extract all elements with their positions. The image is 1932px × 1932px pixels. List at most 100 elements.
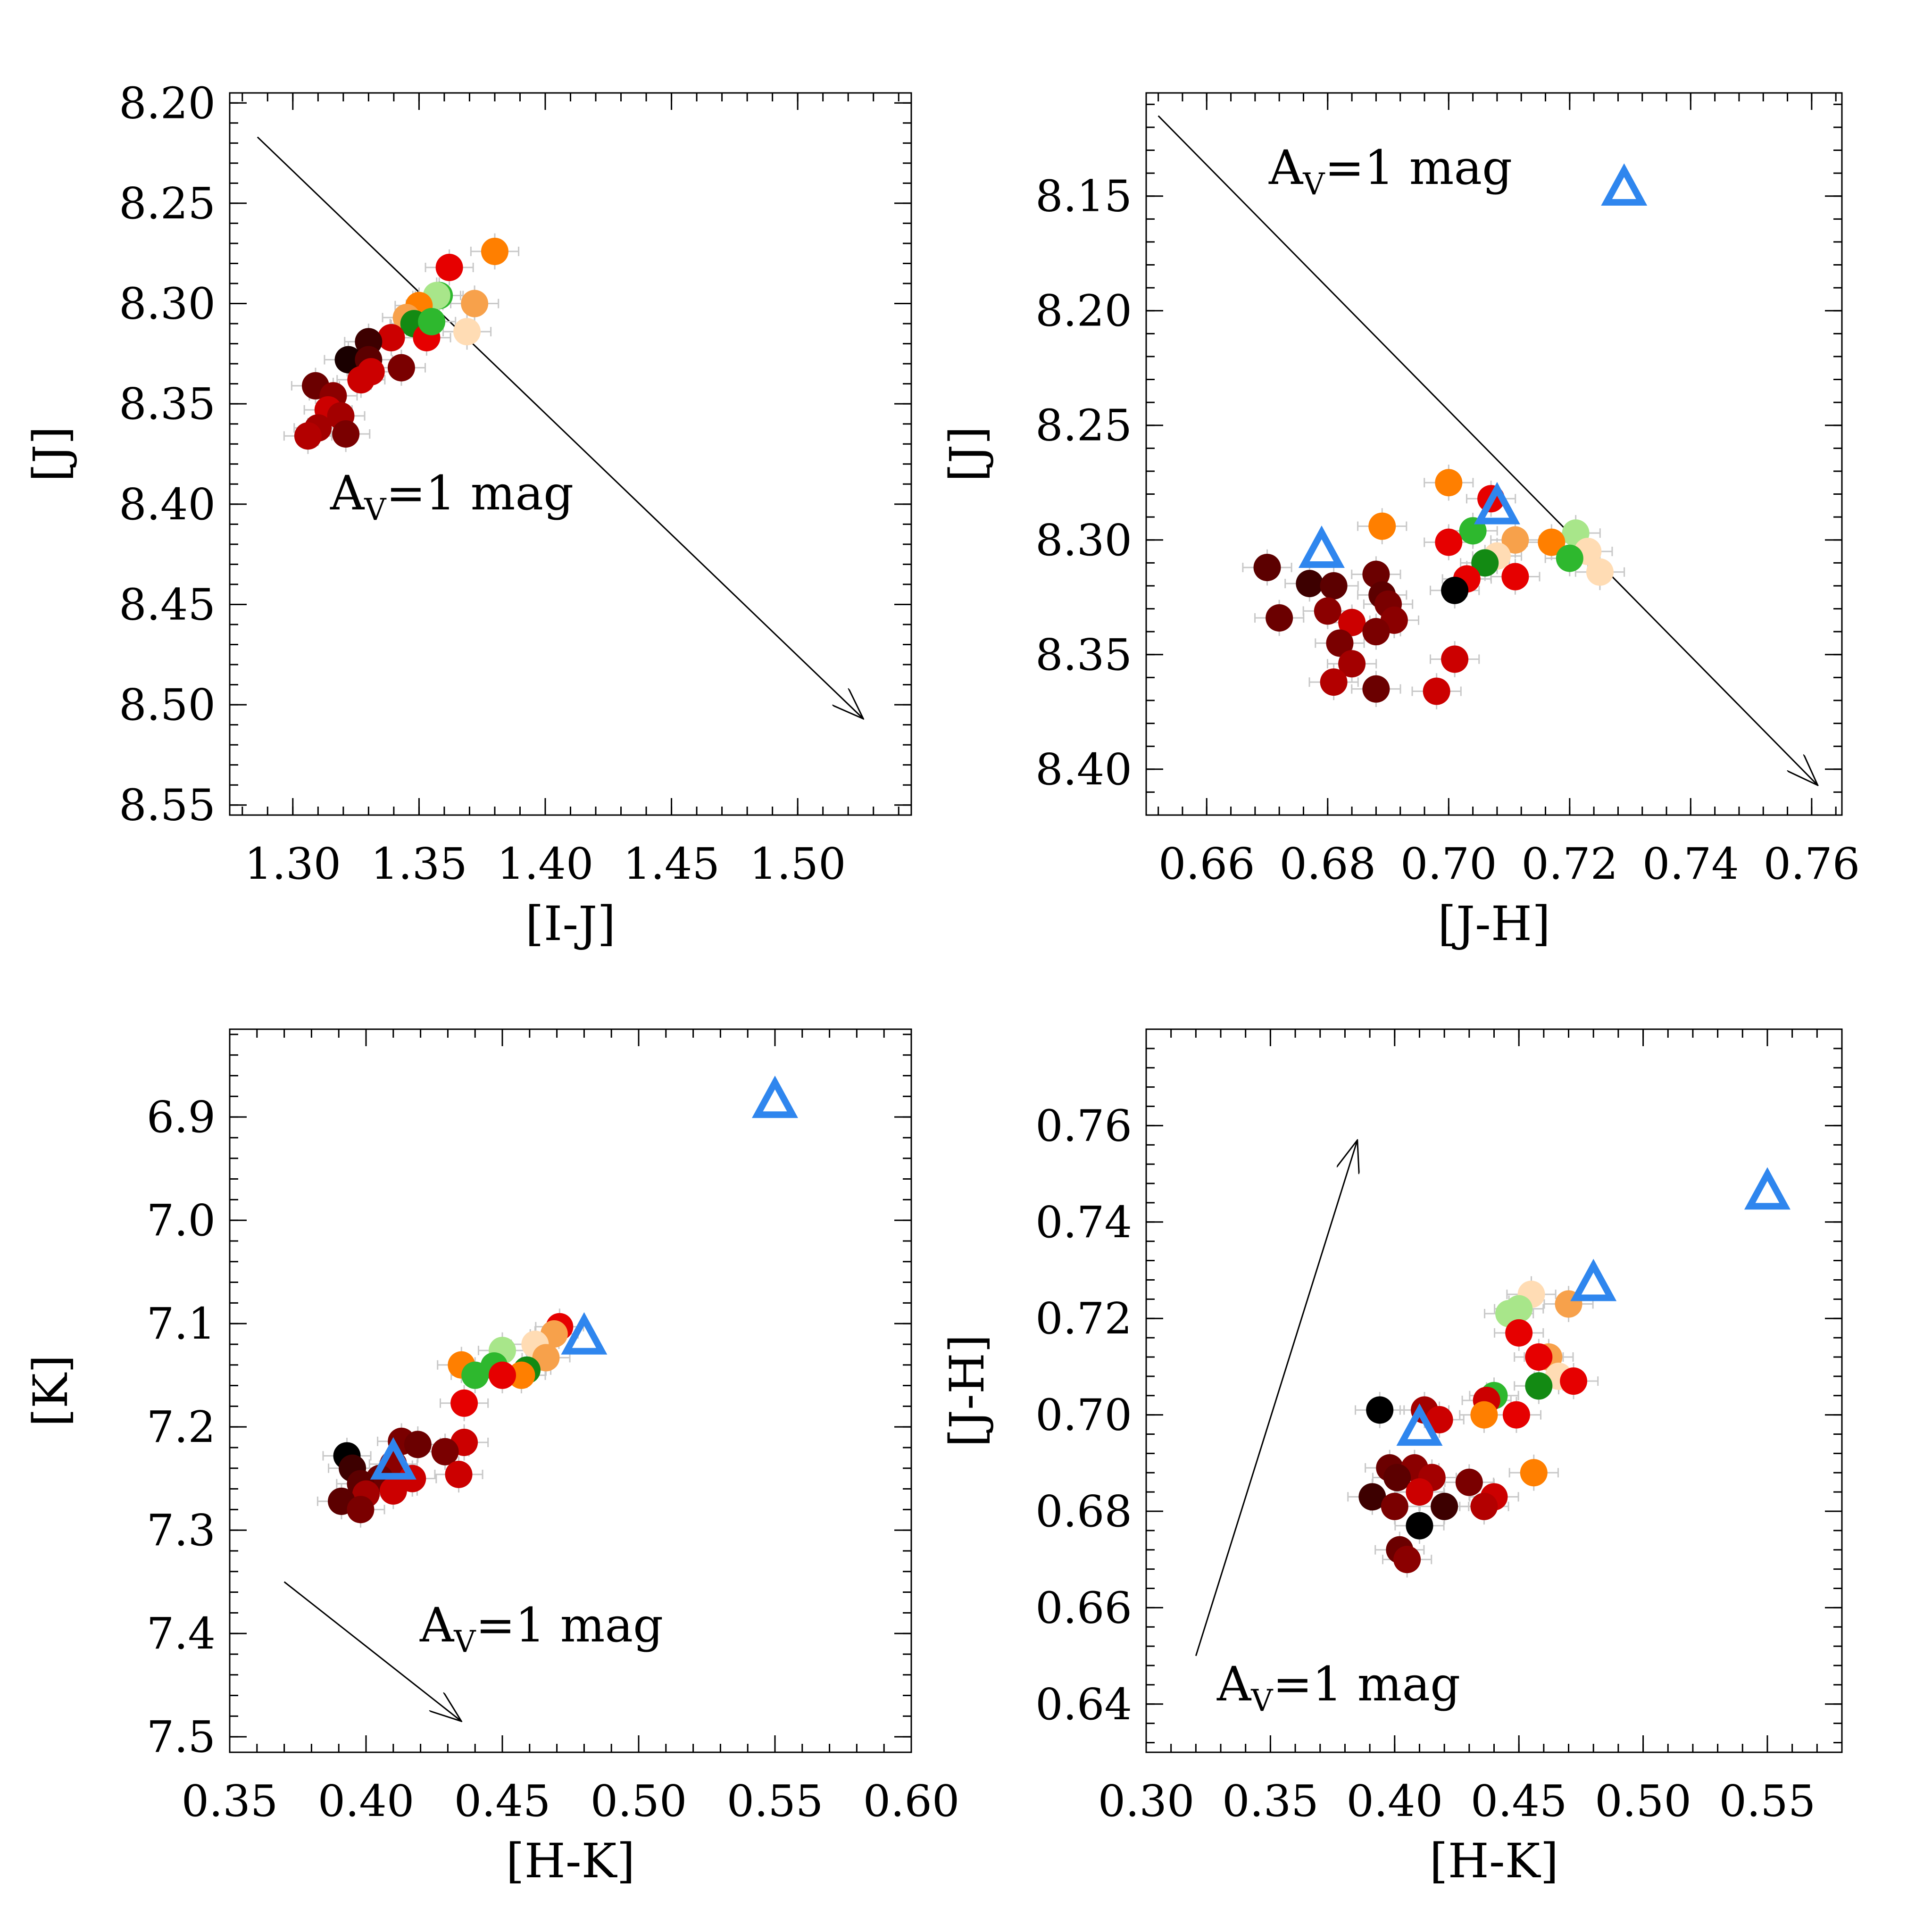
extinction-vector: [1195, 1140, 1357, 1657]
plot-frame: [1145, 92, 1843, 816]
data-point: [1435, 469, 1463, 497]
triangle-marker: [1601, 163, 1648, 206]
y-tick-label: 6.9: [147, 1092, 216, 1142]
data-point: [431, 1438, 459, 1466]
triangle-marker: [561, 1312, 608, 1355]
triangle-marker: [370, 1437, 416, 1480]
data-point: [1441, 645, 1469, 673]
data-point: [1314, 597, 1341, 625]
data-point: [1471, 549, 1499, 577]
y-tick-label: 0.64: [1035, 1679, 1132, 1730]
x-tick-label: 0.55: [727, 1776, 824, 1826]
panel-3: 0.35 0.40 0.45 0.50 0.55 0.60 6.9 7.0 7.1 7.2 7.3 7…: [23, 1028, 960, 1889]
data-point: [461, 290, 489, 317]
x-tick-label: 1.45: [623, 839, 720, 889]
triangle-marker: [752, 1075, 798, 1118]
triangle-marker: [1474, 482, 1520, 525]
data-point: [1502, 1401, 1530, 1429]
y-tick-label: 0.74: [1035, 1197, 1132, 1248]
x-tick-label: 0.45: [1471, 1776, 1567, 1826]
data-point: [508, 1361, 535, 1389]
data-point: [1525, 1343, 1553, 1371]
data-point: [1520, 1459, 1548, 1487]
data-point: [1441, 576, 1469, 604]
data-point: [1266, 604, 1293, 632]
data-point: [1470, 1492, 1498, 1520]
x-tick-label: 0.35: [182, 1776, 278, 1826]
data-point: [489, 1361, 516, 1389]
x-axis-title: [I-J]: [525, 896, 616, 951]
data-point: [404, 1431, 432, 1458]
x-tick-label: 0.74: [1642, 839, 1739, 889]
extinction-annotation: AV=1 mag: [330, 466, 574, 527]
data-point: [1560, 1367, 1588, 1395]
y-tick-label: 8.20: [119, 78, 216, 128]
data-point: [1501, 563, 1529, 591]
data-point: [347, 1496, 375, 1524]
y-tick-label: 0.70: [1035, 1390, 1132, 1441]
y-tick-label: 7.5: [147, 1712, 216, 1762]
data-point: [1338, 608, 1366, 636]
data-point: [334, 346, 362, 374]
y-tick-label: 7.2: [147, 1402, 216, 1452]
y-tick-label: 7.3: [147, 1505, 216, 1556]
data-point: [387, 354, 415, 382]
data-point: [377, 324, 405, 351]
data-point: [1538, 528, 1566, 556]
extinction-annotation: AV=1 mag: [1268, 140, 1512, 202]
data-point: [1296, 570, 1324, 598]
y-tick-label: 7.4: [147, 1608, 216, 1659]
data-point: [1358, 1483, 1386, 1511]
data-point: [461, 1361, 489, 1389]
data-point: [1556, 544, 1583, 572]
y-tick-label: 0.72: [1035, 1293, 1132, 1344]
panel-4: 0.30 0.35 0.40 0.45 0.50 0.55 0.64 0.66 0.68 0.70…: [940, 1028, 1843, 1889]
y-tick-label: 0.66: [1035, 1582, 1132, 1633]
data-point: [445, 1460, 473, 1488]
data-point: [1362, 560, 1390, 588]
y-tick-label: 0.68: [1035, 1486, 1132, 1537]
data-point: [1320, 572, 1348, 600]
triangle-marker: [1298, 525, 1345, 568]
data-point: [1338, 650, 1366, 678]
panel-2: 0.66 0.68 0.70 0.72 0.74 0.76 8.15 8.20 8.25 8.30…: [940, 92, 1860, 951]
data-point: [1381, 1492, 1408, 1520]
x-tick-label: 1.35: [371, 839, 467, 889]
y-axis-title: [J]: [23, 426, 78, 482]
data-point: [1425, 1406, 1453, 1433]
y-tick-label: 7.1: [147, 1299, 216, 1349]
x-tick-label: 0.72: [1521, 839, 1618, 889]
data-point: [435, 253, 463, 281]
data-point: [1406, 1478, 1433, 1506]
y-tick-label: 8.15: [1035, 171, 1132, 222]
triangle-marker: [1570, 1258, 1617, 1301]
x-tick-label: 1.30: [244, 839, 341, 889]
data-point: [1586, 558, 1614, 586]
x-tick-label: 0.68: [1279, 839, 1376, 889]
y-tick-label: 7.0: [147, 1195, 216, 1246]
data-point: [1366, 1396, 1394, 1424]
data-point: [481, 237, 508, 265]
extinction-annotation: AV=1 mag: [419, 1598, 663, 1659]
x-axis-title: [H-K]: [506, 1833, 635, 1889]
extinction-vector: [257, 136, 863, 719]
data-point: [1455, 1468, 1483, 1496]
plot-frame: [229, 92, 912, 816]
y-tick-label: 8.50: [119, 680, 216, 730]
data-point: [1423, 677, 1450, 705]
x-tick-label: 0.50: [1595, 1776, 1691, 1826]
data-point: [1362, 618, 1390, 646]
panel-1: 1.30 1.35 1.40 1.45 1.50 8.20 8.25 8.30 8.35 8.40…: [23, 78, 912, 951]
x-tick-label: 0.66: [1158, 839, 1255, 889]
x-tick-label: 0.76: [1763, 839, 1860, 889]
data-point: [1505, 1319, 1533, 1347]
x-tick-label: 0.70: [1400, 839, 1497, 889]
plot-frame: [229, 1028, 912, 1753]
data-point: [1406, 1512, 1433, 1540]
x-tick-label: 0.45: [454, 1776, 551, 1826]
x-tick-label: 0.60: [863, 1776, 960, 1826]
x-tick-label: 0.35: [1222, 1776, 1319, 1826]
y-tick-label: 8.35: [1035, 630, 1132, 680]
data-point: [1320, 668, 1348, 696]
